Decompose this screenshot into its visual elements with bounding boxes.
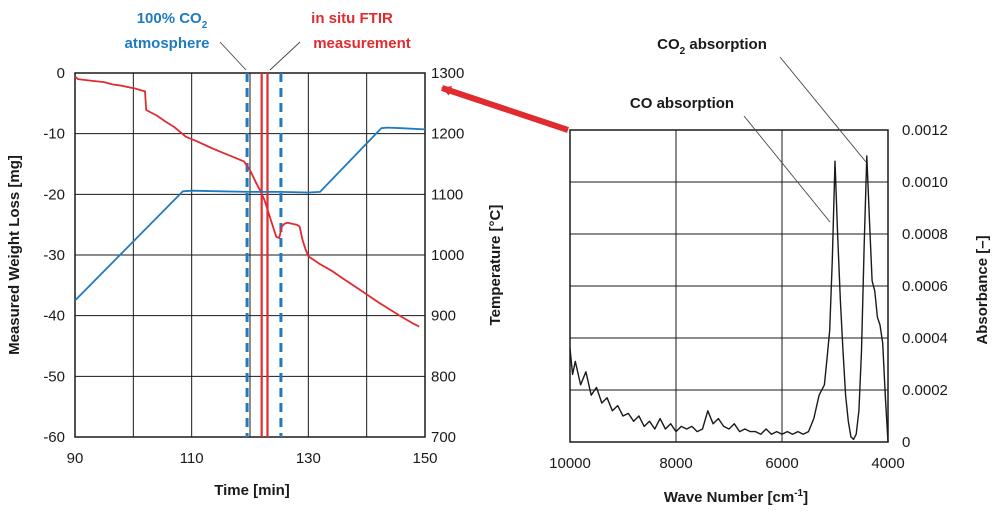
left-x-axis-title: Time [min]	[214, 482, 290, 499]
co2-absorption-leader	[779, 56, 867, 163]
absorbance-y-tick-label: 0.0006	[902, 278, 948, 295]
left-y-tick-label: 0	[57, 65, 65, 82]
ftir-annotation-line1: in situ FTIR	[311, 10, 393, 27]
ftir-annotation-line2: measurement	[313, 35, 411, 52]
absorbance-y-tick-label: 0.0012	[902, 122, 948, 139]
left-x-tick-label: 130	[296, 450, 321, 467]
left-y-axis-title: Measured Weight Loss [mg]	[6, 155, 23, 355]
right-y-tick-label: 700	[431, 429, 456, 446]
co2-leader-line	[219, 41, 247, 71]
absorbance-y-ticks: 0 0.0002 0.0004 0.0006 0.0008 0.0010 0.0012	[902, 122, 948, 451]
pointer-arrow	[441, 85, 569, 133]
right-y-tick-label: 1300	[431, 65, 464, 82]
wavenumber-x-tick-label: 4000	[871, 455, 904, 472]
left-x-ticks: 90 110 130 150	[67, 450, 438, 467]
wavenumber-x-tick-label: 6000	[765, 455, 798, 472]
right-y-tick-label: 900	[431, 308, 456, 325]
left-y-tick-label: -40	[43, 308, 65, 325]
wavenumber-x-tick-label: 10000	[549, 455, 591, 472]
left-grid	[74, 72, 426, 438]
left-y-tick-label: -20	[43, 186, 65, 203]
weight-loss-series-line	[74, 75, 420, 328]
co2-annotation-line2: atmosphere	[124, 35, 209, 52]
absorbance-y-tick-label: 0.0010	[902, 174, 948, 191]
wavenumber-x-ticks: 10000 8000 6000 4000	[549, 455, 905, 472]
co-absorption-leader	[743, 115, 831, 223]
right-chart: 0 0.0002 0.0004 0.0006 0.0008 0.0010 0.0012 10…	[549, 36, 991, 506]
wavenumber-x-tick-label: 8000	[659, 455, 692, 472]
left-y-tick-label: -10	[43, 126, 65, 143]
right-y-tick-label: 1000	[431, 247, 464, 264]
co2-annotation-line1: 100% CO2	[137, 10, 208, 31]
left-y-ticks: 0 -10 -20 -30 -40 -50 -60	[43, 65, 65, 446]
left-x-tick-label: 90	[67, 450, 84, 467]
right-x-axis-title: Wave Number [cm-1]	[664, 488, 808, 506]
left-x-tick-label: 150	[412, 450, 437, 467]
left-plot-frame	[74, 72, 426, 438]
right-y-ticks: 1300 1200 1100 1000 900 800 700	[431, 65, 464, 446]
co2-absorption-label: CO2 absorption	[657, 36, 767, 57]
co-absorption-label: CO absorption	[630, 95, 734, 112]
left-markers	[245, 73, 283, 437]
left-y-tick-label: -50	[43, 368, 65, 385]
absorbance-y-tick-label: 0.0002	[902, 382, 948, 399]
absorbance-y-tick-label: 0.0008	[902, 226, 948, 243]
right-series	[569, 155, 889, 443]
right-plot-frame	[569, 129, 889, 443]
left-series	[74, 75, 426, 328]
right-y-tick-label: 800	[431, 368, 456, 385]
ftir-leader-line	[269, 41, 301, 71]
right-y-tick-label: 1200	[431, 126, 464, 143]
right-y-tick-label: 1100	[431, 186, 463, 203]
right-y-axis-title: Temperature [°C]	[487, 205, 504, 326]
left-y-tick-label: -60	[43, 429, 65, 446]
left-y-tick-label: -30	[43, 247, 65, 264]
left-chart: 0 -10 -20 -30 -40 -50 -60 1300 1200 1100 1000 900 8…	[6, 10, 504, 499]
left-x-tick-label: 110	[180, 450, 204, 467]
right-y-axis-title-absorbance: Absorbance [–]	[974, 235, 991, 344]
temperature-series-line	[74, 126, 426, 302]
absorbance-y-tick-label: 0.0004	[902, 330, 948, 347]
absorbance-y-tick-label: 0	[902, 434, 910, 451]
absorbance-spectrum-line	[569, 155, 889, 443]
